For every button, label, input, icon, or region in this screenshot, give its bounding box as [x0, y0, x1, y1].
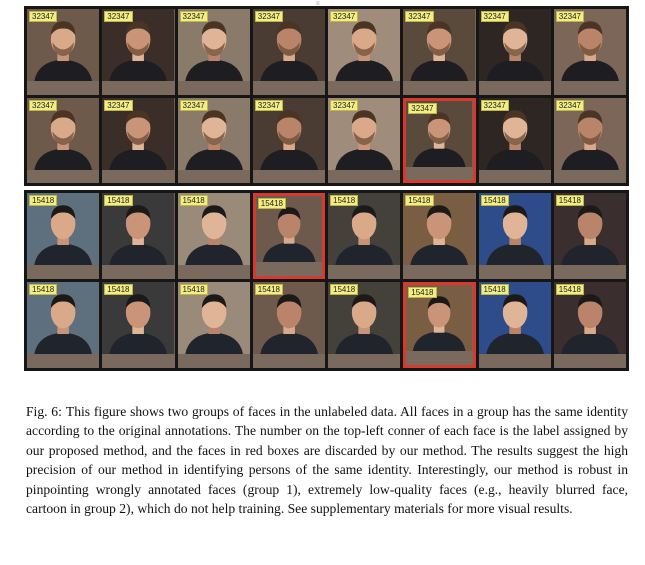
face-photo	[478, 282, 551, 355]
face-photo	[177, 282, 250, 355]
face-photo	[27, 9, 100, 82]
cluster-label: 15418	[480, 284, 509, 295]
face-thumbnail: 32347	[252, 97, 325, 183]
face-thumbnail: 32347	[177, 9, 250, 95]
face-photo	[406, 285, 473, 352]
face-thumbnail: 15418	[328, 193, 401, 279]
cluster-label: 32347	[480, 11, 509, 22]
face-thumbnail: 32347	[27, 9, 100, 95]
face-thumbnail: 15418	[177, 193, 250, 279]
face-thumbnail: 32347	[177, 97, 250, 183]
face-photo	[553, 9, 626, 82]
face-photo	[553, 282, 626, 355]
cluster-label: 32347	[254, 11, 283, 22]
cluster-label: 15418	[480, 195, 509, 206]
cluster-label: 32347	[29, 11, 58, 22]
cluster-label: 15418	[408, 287, 437, 298]
face-thumbnail: 32347	[102, 9, 175, 95]
face-thumbnail: 15418	[478, 282, 551, 368]
cluster-label: 32347	[555, 11, 584, 22]
face-thumbnail: 32347	[328, 9, 401, 95]
face-thumbnail-discarded: 15418	[403, 282, 476, 368]
face-thumbnail: 15418	[102, 282, 175, 368]
cluster-label: 15418	[330, 284, 359, 295]
face-thumbnail: 15418	[403, 193, 476, 279]
face-photo	[328, 9, 401, 82]
face-thumbnail: 32347	[102, 97, 175, 183]
cluster-label: 32347	[405, 11, 434, 22]
cluster-label: 32347	[330, 99, 359, 111]
face-photo	[102, 282, 175, 355]
face-group-1: 32347 32347 32347 32347 32347 32347 32347 32347…	[24, 6, 629, 186]
face-thumbnail: 15418	[102, 193, 175, 279]
face-thumbnail: 32347	[252, 9, 325, 95]
cluster-label: 32347	[555, 99, 584, 111]
cluster-label: 15418	[104, 195, 133, 206]
face-thumbnail-discarded: 15418	[252, 193, 325, 279]
face-thumbnail-discarded: 32347	[403, 97, 476, 183]
face-thumbnail: 15418	[553, 282, 626, 368]
face-thumbnail: 32347	[553, 9, 626, 95]
figure-caption: Fig. 6: This figure shows two groups of f…	[26, 402, 628, 518]
face-photo	[102, 193, 175, 266]
cluster-label: 32347	[330, 11, 359, 22]
caption-prefix: Fig. 6:	[26, 404, 62, 419]
cluster-label: 15418	[104, 284, 133, 295]
face-photo	[252, 9, 325, 82]
face-photo	[27, 97, 100, 170]
face-photo	[177, 193, 250, 266]
cluster-label: 32347	[480, 99, 509, 111]
face-thumbnail: 15418	[252, 282, 325, 368]
cluster-label: 15418	[257, 198, 286, 209]
cluster-label: 15418	[29, 195, 58, 206]
header-mark: ≡	[316, 1, 320, 7]
cluster-label: 15418	[555, 195, 584, 206]
cluster-label: 15418	[254, 284, 283, 295]
face-thumbnail: 15418	[478, 193, 551, 279]
cluster-label: 32347	[254, 99, 283, 111]
face-photo	[177, 9, 250, 82]
face-group-2: 15418 15418 15418 15418 15418 15418 15418 15418…	[24, 190, 629, 371]
face-photo	[255, 196, 322, 263]
cluster-label: 15418	[330, 195, 359, 206]
face-thumbnail: 15418	[27, 193, 100, 279]
cluster-label: 32347	[104, 11, 133, 22]
face-thumbnail: 32347	[27, 97, 100, 183]
cluster-label: 15418	[555, 284, 584, 295]
face-thumbnail: 15418	[553, 193, 626, 279]
cluster-label: 15418	[179, 195, 208, 206]
cluster-label: 32347	[179, 11, 208, 22]
cluster-label: 15418	[179, 284, 208, 295]
face-thumbnail: 15418	[27, 282, 100, 368]
caption-text: This figure shows two groups of faces in…	[26, 404, 628, 517]
cluster-label: 15418	[405, 195, 434, 206]
face-thumbnail: 32347	[553, 97, 626, 183]
face-thumbnail: 32347	[328, 97, 401, 183]
face-thumbnail: 15418	[177, 282, 250, 368]
face-thumbnail: 32347	[478, 9, 551, 95]
cluster-label: 32347	[29, 99, 58, 111]
face-thumbnail: 15418	[328, 282, 401, 368]
face-thumbnail: 32347	[478, 97, 551, 183]
cluster-label: 15418	[29, 284, 58, 295]
face-thumbnail: 32347	[403, 9, 476, 95]
cluster-label: 32347	[104, 99, 133, 111]
cluster-label: 32347	[408, 102, 437, 114]
cluster-label: 32347	[179, 99, 208, 111]
